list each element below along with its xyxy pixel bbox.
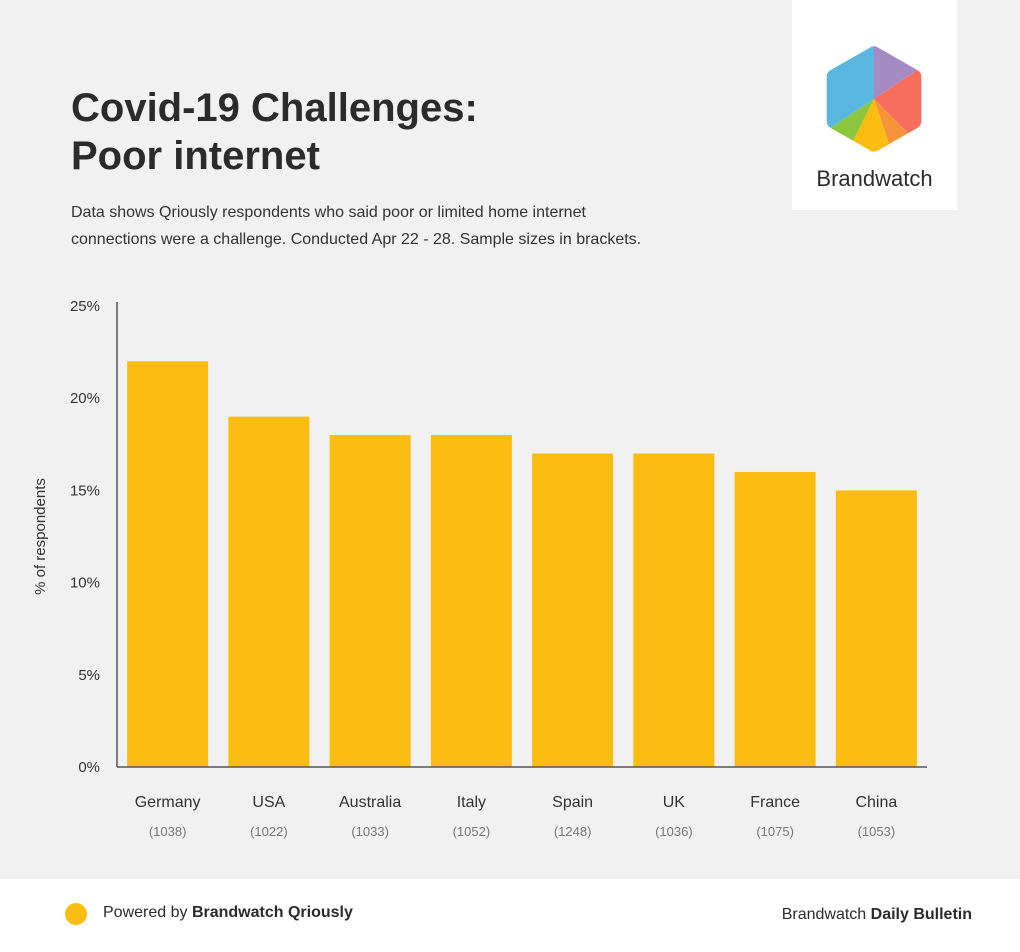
x-tick-label-6: France — [750, 794, 800, 811]
bar-spain — [532, 453, 614, 767]
y-axis-title: % of respondents — [32, 478, 49, 595]
description-line-1: Data shows Qriously respondents who said… — [71, 204, 586, 221]
sample-size-label-5: (1036) — [655, 824, 693, 839]
bulletin-name: Daily Bulletin — [870, 906, 972, 923]
x-tick-label-1: USA — [252, 794, 285, 811]
brandwatch-logo-text: Brandwatch — [816, 166, 933, 191]
description-line-2: connections were a challenge. Conducted … — [71, 231, 642, 248]
footer: Powered by Brandwatch Qriously Brandwatc… — [0, 879, 1020, 952]
bar-france — [734, 471, 816, 767]
bulletin-prefix: Brandwatch — [781, 906, 871, 923]
bar-australia — [329, 435, 411, 767]
sample-size-label-1: (1022) — [250, 824, 288, 839]
y-tick-label-5: 25% — [70, 298, 100, 315]
y-tick-label-1: 5% — [78, 667, 100, 684]
sample-size-label-6: (1075) — [756, 824, 794, 839]
sample-size-label-4: (1248) — [554, 824, 592, 839]
daily-bulletin-credit: Brandwatch Daily Bulletin — [782, 906, 972, 924]
title-line-2: Poor internet — [71, 134, 320, 178]
x-tick-label-4: Spain — [552, 794, 593, 811]
bar-china — [835, 490, 917, 767]
sample-size-label-2: (1033) — [351, 824, 389, 839]
powered-by-text: Powered by Brandwatch Qriously — [103, 904, 353, 922]
bar-uk — [633, 453, 715, 767]
powered-brand: Brandwatch Qriously — [191, 904, 353, 921]
bar-usa — [228, 416, 310, 767]
chart-title: Covid-19 Challenges: Poor internet — [71, 84, 478, 180]
powered-prefix: Powered by — [103, 904, 192, 921]
bar-germany — [127, 361, 209, 767]
sample-size-label-3: (1052) — [453, 824, 491, 839]
x-tick-label-7: China — [855, 794, 897, 811]
x-tick-label-5: UK — [663, 794, 686, 811]
brandwatch-logo-card: Brandwatch — [792, 0, 957, 210]
y-tick-label-2: 10% — [70, 575, 100, 592]
x-tick-label-0: Germany — [135, 794, 201, 811]
sample-size-label-7: (1053) — [858, 824, 896, 839]
bar-chart: 0% 5% 10% 15% 20% 25% % of respondents Germany (… — [32, 298, 927, 839]
sample-size-label-0: (1038) — [149, 824, 187, 839]
y-tick-label-3: 15% — [70, 482, 100, 499]
y-tick-label-0: 0% — [78, 759, 100, 776]
brandwatch-hexagon-icon — [826, 46, 922, 152]
x-tick-label-2: Australia — [339, 794, 401, 811]
title-line-1: Covid-19 Challenges: — [71, 86, 478, 130]
footer-dot-icon — [65, 903, 87, 925]
bar-italy — [430, 435, 512, 767]
x-tick-label-3: Italy — [457, 794, 486, 811]
y-tick-label-4: 20% — [70, 390, 100, 407]
chart-description: Data shows Qriously respondents who said… — [71, 199, 711, 253]
